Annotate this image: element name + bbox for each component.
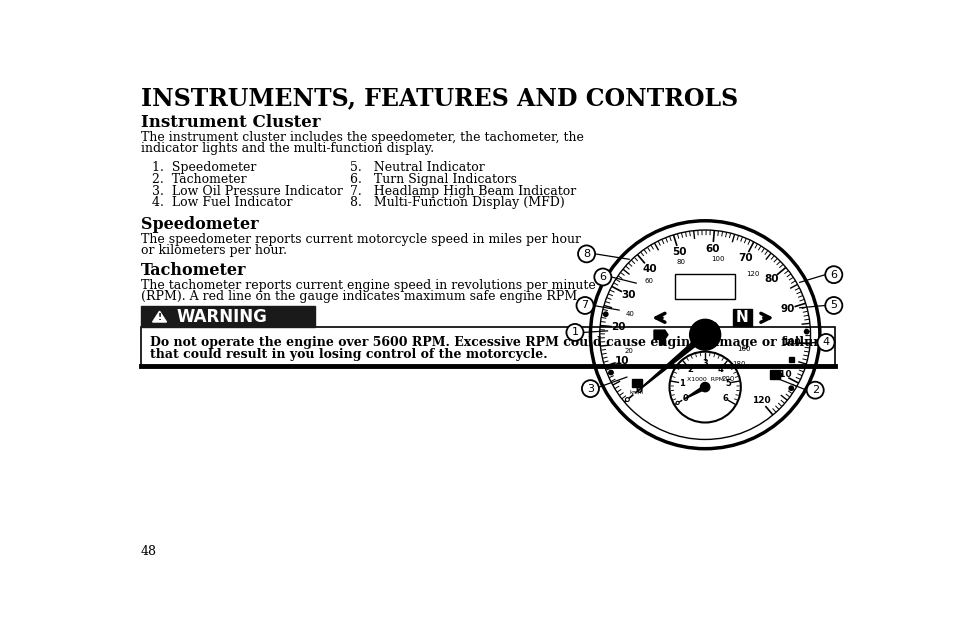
Circle shape <box>676 401 679 404</box>
Text: 1: 1 <box>679 379 684 387</box>
Text: X1000  RPM: X1000 RPM <box>686 377 723 382</box>
FancyBboxPatch shape <box>141 327 835 366</box>
Text: 1.  Speedometer: 1. Speedometer <box>152 162 256 174</box>
Text: 2: 2 <box>686 365 693 374</box>
Text: INSTRUMENTS, FEATURES AND CONTROLS: INSTRUMENTS, FEATURES AND CONTROLS <box>141 86 738 110</box>
Text: 2.  Tachometer: 2. Tachometer <box>152 173 246 186</box>
Bar <box>769 370 779 379</box>
Circle shape <box>824 297 841 314</box>
Bar <box>631 379 641 387</box>
Circle shape <box>594 268 611 285</box>
Text: 8: 8 <box>582 249 590 259</box>
Text: WARNING: WARNING <box>176 308 267 325</box>
Circle shape <box>788 386 793 391</box>
Text: 10: 10 <box>615 356 629 366</box>
Text: 100: 100 <box>781 338 800 347</box>
FancyBboxPatch shape <box>141 306 315 327</box>
Text: 110: 110 <box>772 370 791 379</box>
Text: 6: 6 <box>829 270 837 280</box>
Text: Do not operate the engine over 5600 RPM. Excessive RPM could cause engine damage: Do not operate the engine over 5600 RPM.… <box>150 336 827 349</box>
Text: !: ! <box>157 313 161 322</box>
Text: 200: 200 <box>721 376 735 382</box>
Text: 20: 20 <box>624 348 633 354</box>
Text: 6: 6 <box>598 272 606 282</box>
Circle shape <box>578 245 595 262</box>
Polygon shape <box>702 322 719 337</box>
FancyBboxPatch shape <box>674 274 735 298</box>
Text: (RPM). A red line on the gauge indicates maximum safe engine RPM.: (RPM). A red line on the gauge indicates… <box>141 290 580 303</box>
Text: Instrument Cluster: Instrument Cluster <box>141 113 320 131</box>
Polygon shape <box>654 330 667 339</box>
Circle shape <box>590 221 819 449</box>
Circle shape <box>689 319 720 350</box>
Circle shape <box>576 297 593 314</box>
Text: 3: 3 <box>586 384 594 394</box>
Text: 5: 5 <box>724 379 730 387</box>
Text: 1: 1 <box>571 327 578 337</box>
Polygon shape <box>635 332 706 393</box>
Text: 120: 120 <box>751 396 769 405</box>
Text: 2: 2 <box>811 385 818 395</box>
Text: 40: 40 <box>641 264 656 273</box>
Text: that could result in you losing control of the motorcycle.: that could result in you losing control … <box>150 348 547 361</box>
Polygon shape <box>152 311 167 322</box>
Text: Speedometer: Speedometer <box>141 216 258 233</box>
Text: 0: 0 <box>635 385 641 395</box>
Text: 6.   Turn Signal Indicators: 6. Turn Signal Indicators <box>350 173 517 186</box>
Text: 70: 70 <box>737 253 752 263</box>
Text: 160: 160 <box>737 345 750 352</box>
Text: 5: 5 <box>829 300 837 310</box>
Circle shape <box>581 380 598 397</box>
Text: 4: 4 <box>717 365 722 374</box>
Text: 60: 60 <box>704 244 720 254</box>
Text: 100: 100 <box>711 256 724 262</box>
Circle shape <box>803 330 808 334</box>
Circle shape <box>625 398 629 401</box>
Text: 0: 0 <box>681 394 687 403</box>
Text: indicator lights and the multi-function display.: indicator lights and the multi-function … <box>141 142 434 155</box>
Text: 7: 7 <box>580 300 588 310</box>
Text: 6: 6 <box>721 394 727 403</box>
Text: 80: 80 <box>676 258 685 265</box>
Text: 4: 4 <box>821 337 829 347</box>
Text: 8.   Multi-Function Display (MFD): 8. Multi-Function Display (MFD) <box>350 196 564 209</box>
Text: km/h: km/h <box>629 390 643 394</box>
Text: 80: 80 <box>763 274 778 284</box>
Bar <box>778 373 781 376</box>
Text: N: N <box>735 310 748 325</box>
Text: Tachometer: Tachometer <box>141 262 246 280</box>
Circle shape <box>603 312 607 317</box>
FancyBboxPatch shape <box>732 309 751 326</box>
Text: 3: 3 <box>701 359 707 369</box>
Text: 7.   Headlamp High Beam Indicator: 7. Headlamp High Beam Indicator <box>350 184 576 198</box>
Text: 30: 30 <box>620 290 635 300</box>
Text: 4.  Low Fuel Indicator: 4. Low Fuel Indicator <box>152 196 292 209</box>
Text: 20: 20 <box>611 322 625 332</box>
Text: 40: 40 <box>625 310 635 317</box>
Bar <box>658 339 664 344</box>
Text: 180: 180 <box>731 361 744 367</box>
Text: 50: 50 <box>671 248 685 258</box>
Text: The speedometer reports current motorcycle speed in miles per hour: The speedometer reports current motorcyc… <box>141 233 580 246</box>
Circle shape <box>566 324 583 341</box>
Circle shape <box>824 266 841 283</box>
Circle shape <box>806 382 822 399</box>
Text: The tachometer reports current engine speed in revolutions per minute: The tachometer reports current engine sp… <box>141 279 595 292</box>
Polygon shape <box>683 386 705 399</box>
Circle shape <box>669 352 740 423</box>
Text: 120: 120 <box>745 271 759 277</box>
Circle shape <box>700 382 709 392</box>
Text: 48: 48 <box>141 545 157 558</box>
Text: 3.  Low Oil Pressure Indicator: 3. Low Oil Pressure Indicator <box>152 184 342 198</box>
Text: 90: 90 <box>780 304 794 314</box>
Text: The instrument cluster includes the speedometer, the tachometer, the: The instrument cluster includes the spee… <box>141 132 583 144</box>
Circle shape <box>817 334 834 351</box>
Text: 5.   Neutral Indicator: 5. Neutral Indicator <box>350 162 484 174</box>
Text: 60: 60 <box>644 278 653 285</box>
Bar <box>788 357 794 362</box>
Circle shape <box>608 371 613 375</box>
Text: or kilometers per hour.: or kilometers per hour. <box>141 244 287 257</box>
